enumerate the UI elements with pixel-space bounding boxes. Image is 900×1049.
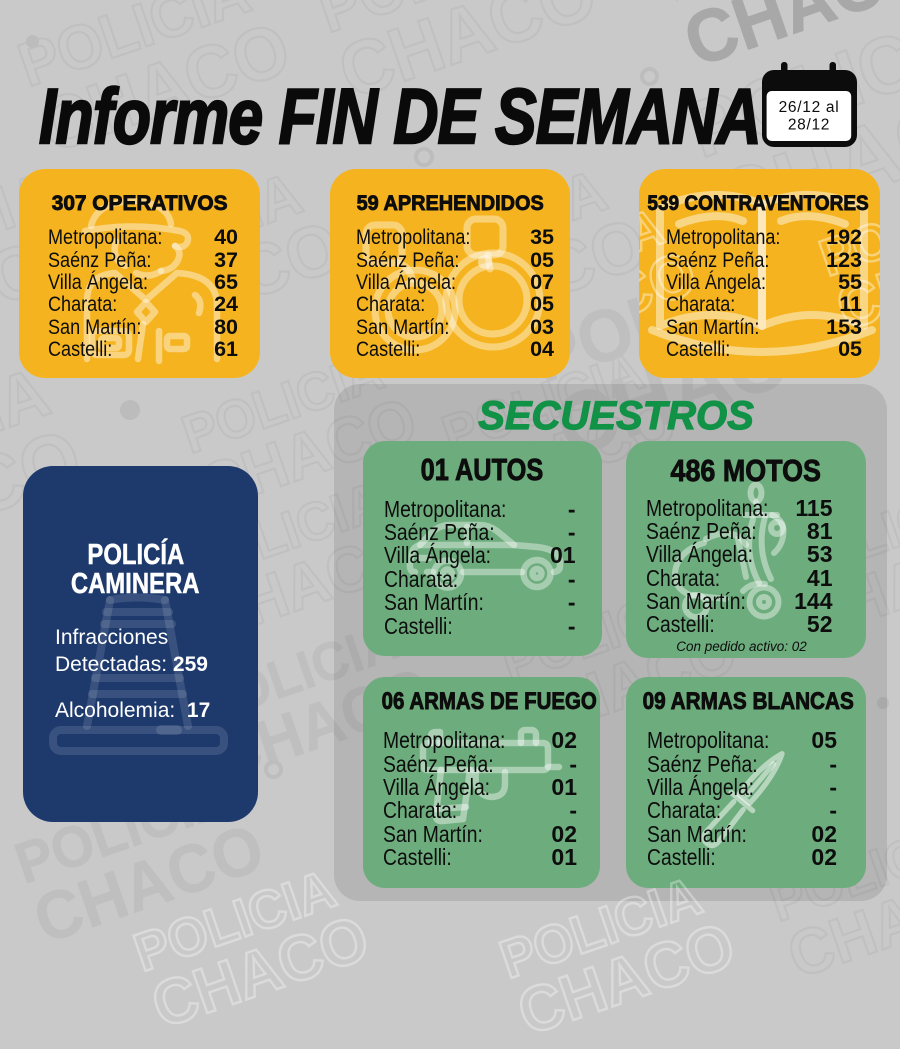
svg-text:28/12: 28/12 (788, 117, 830, 134)
svg-text:26/12 al: 26/12 al (779, 99, 840, 116)
